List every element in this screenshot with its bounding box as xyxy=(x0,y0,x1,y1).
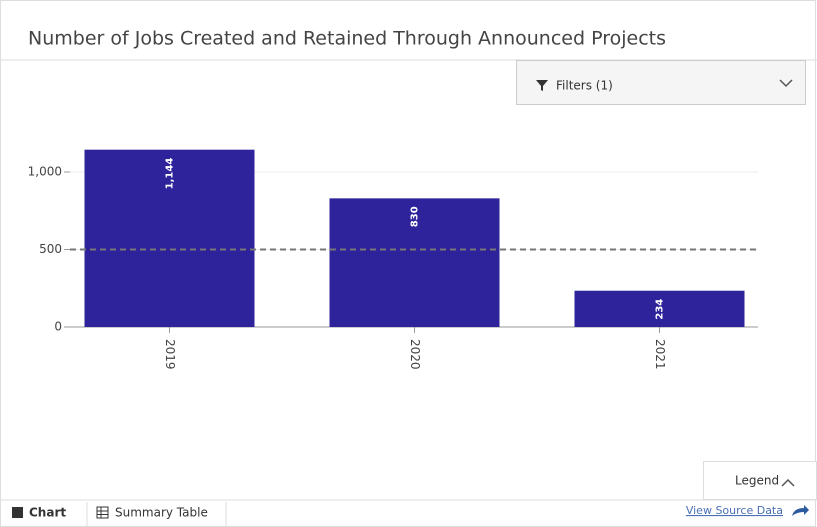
legend-button[interactable]: Legend xyxy=(703,461,817,500)
legend-box[interactable] xyxy=(703,461,817,500)
chart-icon xyxy=(12,507,23,518)
filter-icon xyxy=(536,80,548,91)
chevron-up xyxy=(781,478,795,487)
x-tick-label: 2021 xyxy=(653,339,667,370)
filters-box[interactable] xyxy=(516,60,806,105)
y-tick-label: 0 xyxy=(54,320,62,334)
filters-dropdown[interactable]: Filters (1) xyxy=(516,60,806,105)
legend-label[interactable]: Legend xyxy=(735,474,779,488)
table-icon-lines xyxy=(97,507,108,518)
table-icon xyxy=(96,506,109,519)
x-tick-label: 2019 xyxy=(163,339,177,370)
x-tick-label: 2020 xyxy=(408,339,422,370)
tab-summary[interactable]: Summary Table xyxy=(96,506,208,520)
filters-label[interactable]: Filters (1) xyxy=(556,79,613,93)
data-label: 1,144 xyxy=(165,158,176,190)
y-tick-label: 1,000 xyxy=(28,165,62,179)
share-icon xyxy=(792,505,809,516)
data-label: 830 xyxy=(410,206,421,227)
data-label: 234 xyxy=(655,299,666,320)
tab-label[interactable]: Chart xyxy=(29,506,66,520)
bar xyxy=(574,290,745,327)
tab-chart[interactable]: Chart xyxy=(12,506,66,520)
source-link[interactable]: View Source Data xyxy=(686,504,783,517)
chevron-down xyxy=(779,79,793,88)
bar xyxy=(329,198,500,327)
chart-title: Number of Jobs Created and Retained Thro… xyxy=(28,28,666,50)
y-tick-label: 500 xyxy=(39,242,62,256)
tab-label[interactable]: Summary Table xyxy=(115,506,208,520)
bar xyxy=(84,149,255,327)
